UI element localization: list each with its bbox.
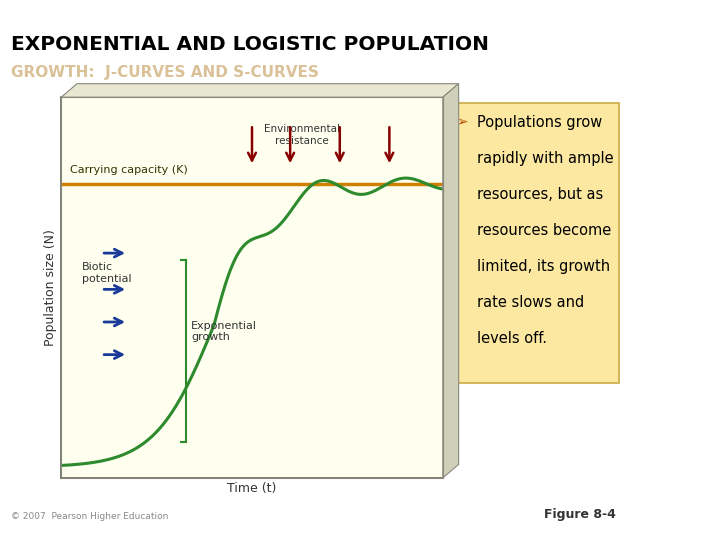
Text: Exponential
growth: Exponential growth <box>191 321 257 342</box>
Text: EXPONENTIAL AND LOGISTIC POPULATION: EXPONENTIAL AND LOGISTIC POPULATION <box>11 35 489 54</box>
Text: resources become: resources become <box>477 223 611 238</box>
Text: resources, but as: resources, but as <box>477 187 603 202</box>
Y-axis label: Population size (N): Population size (N) <box>44 229 57 346</box>
Text: © 2007  Pearson Higher Education: © 2007 Pearson Higher Education <box>11 512 168 521</box>
Text: Carrying capacity (K): Carrying capacity (K) <box>70 165 187 176</box>
X-axis label: Time (t): Time (t) <box>228 482 276 495</box>
FancyBboxPatch shape <box>450 103 619 383</box>
Text: Biotic
potential: Biotic potential <box>82 262 132 284</box>
Text: Populations grow: Populations grow <box>477 115 603 130</box>
Text: rate slows and: rate slows and <box>477 295 585 310</box>
Text: Environmental
resistance: Environmental resistance <box>264 124 340 146</box>
Text: ➢: ➢ <box>456 115 469 129</box>
Text: Figure 8-4: Figure 8-4 <box>544 508 616 521</box>
Text: rapidly with ample: rapidly with ample <box>477 151 613 166</box>
Text: limited, its growth: limited, its growth <box>477 259 610 274</box>
Text: levels off.: levels off. <box>477 331 547 346</box>
Text: GROWTH:  J-CURVES AND S-CURVES: GROWTH: J-CURVES AND S-CURVES <box>11 65 319 80</box>
